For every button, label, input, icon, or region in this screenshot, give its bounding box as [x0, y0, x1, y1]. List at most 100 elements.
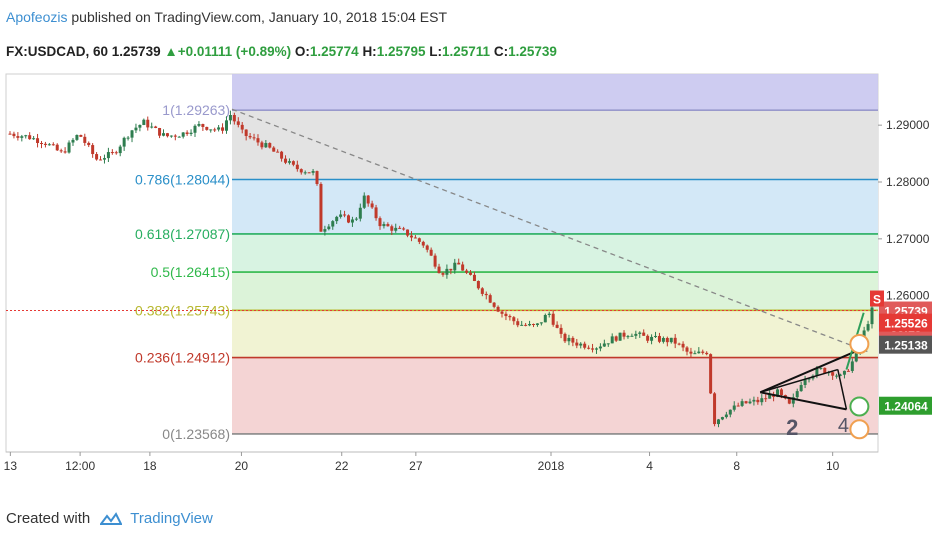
y-axis-label: 1.27000	[886, 232, 930, 246]
candle-body	[311, 171, 315, 173]
candle-body	[677, 343, 681, 345]
fib-level-label: 0.236(1.24912)	[135, 350, 230, 366]
candle-body	[236, 121, 240, 125]
candle-body	[362, 195, 366, 208]
symbol-label[interactable]: FX:USDCAD, 60	[6, 44, 109, 59]
candle-body	[748, 401, 752, 404]
price-tag-text: 1.25138	[884, 339, 928, 353]
candle-body	[142, 119, 146, 125]
candle-body	[24, 135, 28, 137]
candle-body	[551, 313, 555, 325]
candle-body	[146, 119, 150, 128]
candle-body	[787, 398, 791, 404]
candle-body	[524, 324, 528, 326]
candle-body	[449, 268, 453, 271]
candle-body	[331, 221, 335, 227]
candle-body	[441, 273, 445, 275]
candle-body	[8, 133, 12, 135]
candle-body	[189, 132, 193, 135]
candle-body	[842, 370, 846, 375]
candle-body	[583, 343, 587, 348]
candle-body	[543, 314, 547, 323]
candle-body	[244, 129, 248, 136]
candle-body	[433, 255, 437, 267]
fib-zone	[232, 110, 878, 180]
candle-body	[303, 172, 307, 174]
candle-body	[831, 372, 835, 376]
x-axis-label: 8	[733, 459, 740, 473]
candle-body	[150, 126, 154, 128]
candle-body	[484, 293, 488, 296]
candle-body	[437, 266, 441, 274]
candle-body	[256, 138, 260, 143]
candle-body	[319, 183, 323, 232]
candle-body	[539, 322, 543, 324]
candle-body	[866, 324, 870, 331]
candle-body	[224, 120, 228, 131]
candle-body	[291, 161, 295, 165]
candle-body	[126, 137, 130, 139]
candle-body	[421, 241, 425, 246]
candle-body	[835, 375, 839, 377]
candle-body	[354, 218, 358, 220]
author-link[interactable]: Apofeozis	[6, 9, 68, 25]
fib-level-label: 1(1.29263)	[162, 102, 230, 118]
price-chart[interactable]: 1(1.29263) 0.786(1.28044) 0.618(1.27087) 0.…	[0, 70, 932, 490]
current-marker-text: S	[873, 293, 881, 307]
candle-body	[280, 151, 284, 159]
candle-body	[425, 245, 429, 250]
tradingview-brand[interactable]: TradingView	[130, 510, 213, 527]
candle-body	[807, 378, 811, 380]
wave-label: 4	[838, 415, 849, 437]
candle-body	[366, 195, 370, 204]
candle-body	[606, 343, 610, 345]
candle-body	[390, 226, 394, 231]
fib-zone	[232, 233, 878, 273]
candle-body	[350, 219, 354, 223]
candle-body	[591, 348, 595, 350]
candle-body	[850, 361, 854, 371]
candle-body	[327, 226, 331, 230]
candle-body	[445, 268, 449, 275]
candle-body	[197, 124, 201, 126]
candle-body	[713, 393, 717, 425]
candle-body	[39, 142, 43, 144]
candle-body	[272, 147, 276, 152]
low-label: L:	[429, 44, 443, 59]
candle-body	[756, 399, 760, 403]
candle-body	[673, 337, 677, 344]
candle-body	[465, 270, 469, 273]
candle-body	[744, 401, 748, 404]
candle-body	[75, 135, 79, 140]
candle-body	[622, 332, 626, 337]
candle-body	[555, 324, 559, 328]
candle-body	[173, 135, 177, 137]
change-value: +0.01111 (+0.89%)	[177, 44, 292, 59]
high-label: H:	[362, 44, 377, 59]
candle-body	[276, 151, 280, 153]
candle-body	[854, 351, 858, 362]
candle-body	[335, 216, 339, 222]
candle-body	[799, 385, 803, 392]
candle-body	[669, 337, 673, 343]
candle-body	[728, 409, 732, 415]
candle-body	[232, 115, 236, 122]
candle-body	[63, 151, 67, 153]
candle-body	[665, 337, 669, 343]
candle-body	[512, 317, 516, 322]
candle-body	[429, 249, 433, 256]
candle-body	[193, 125, 197, 133]
candle-body	[417, 238, 421, 242]
price-tag	[879, 396, 932, 415]
candle-body	[91, 145, 95, 155]
candle-body	[815, 368, 819, 376]
candle-body	[32, 138, 36, 140]
candle-body	[299, 169, 303, 173]
candle-body	[138, 124, 142, 128]
candle-body	[791, 397, 795, 404]
open-label: O:	[294, 44, 310, 59]
candle-body	[496, 306, 500, 312]
fib-zone	[232, 179, 878, 234]
y-axis-label: 1.28000	[886, 175, 930, 189]
low-value: 1.25711	[442, 44, 491, 59]
